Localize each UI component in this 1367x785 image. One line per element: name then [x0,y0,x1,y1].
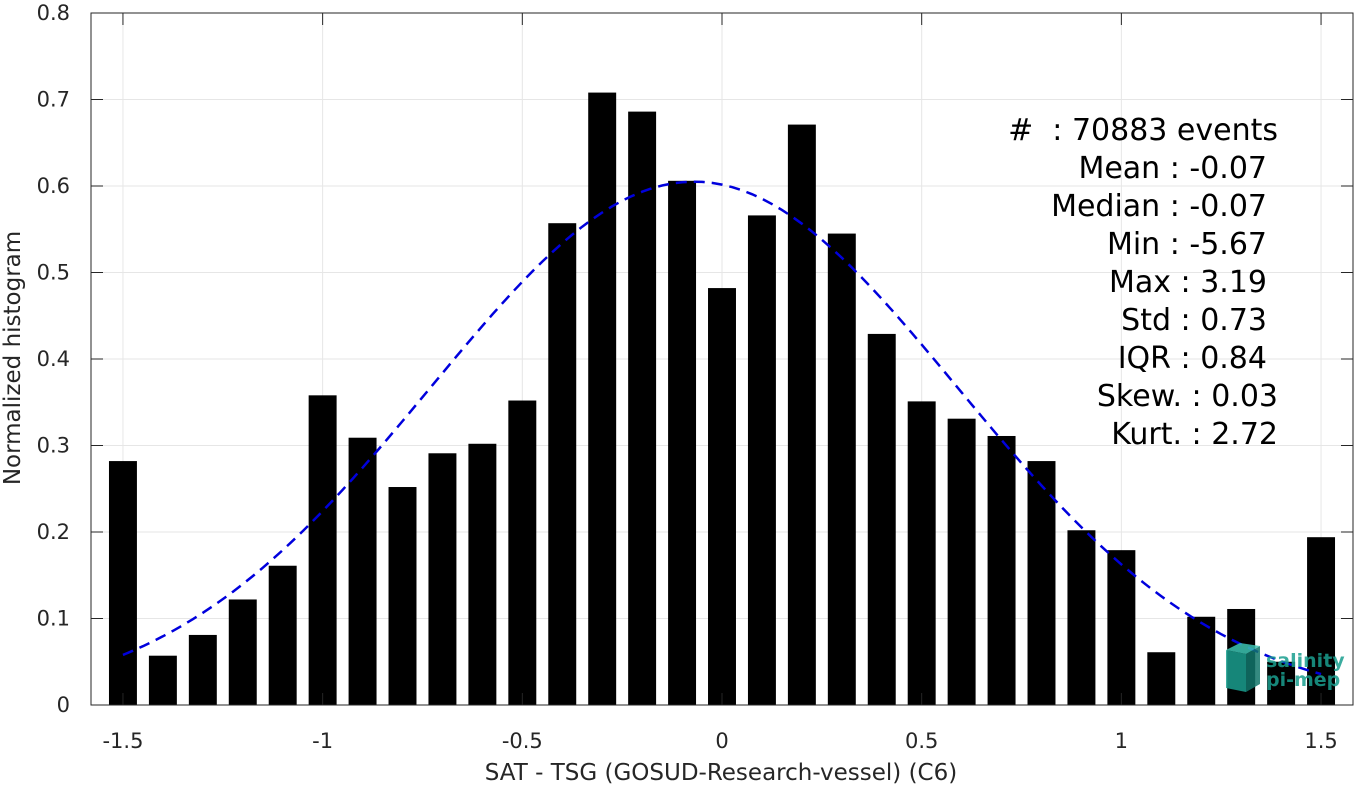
x-tick-label-1: -1 [312,729,333,753]
x-tick-label-6: 1.5 [1304,729,1337,753]
y-tick-label-8: 0.8 [37,1,70,25]
stat-skew: Skew. : 0.03 [1097,379,1278,414]
bar-16 [747,215,776,705]
bar-22 [987,435,1016,705]
bar-5 [308,395,337,705]
y-tick-label-7: 0.7 [37,88,70,112]
logo-cube-icon [1226,643,1260,692]
stat-median: Median : -0.07 [1051,189,1267,224]
y-tick-label-4: 0.4 [37,347,70,371]
stat-min: Min : -5.67 [1107,227,1267,262]
bar-27 [1187,616,1216,705]
stat-std: Std : 0.73 [1121,303,1267,338]
x-axis-title: SAT - TSG (GOSUD-Research-vessel) (C6) [485,760,957,785]
x-tick-label-2: -0.5 [502,729,543,753]
bar-11 [548,223,577,705]
y-tick-labels: 0 0.1 0.2 0.3 0.4 0.5 0.6 0.7 0.8 [37,1,70,717]
axis-ticks [91,12,1353,706]
x-tick-label-0: -1.5 [102,729,143,753]
x-tick-label-5: 1 [1115,729,1128,753]
logo-text-salinity: salinity [1266,650,1345,672]
bar-10 [508,400,537,705]
bar-4 [268,565,297,705]
x-tick-label-3: 0 [715,729,728,753]
bar-25 [1107,550,1136,705]
bar-8 [428,453,457,705]
y-tick-label-1: 0.1 [37,607,70,631]
y-tick-label-0: 0 [57,693,70,717]
y-tick-label-3: 0.3 [37,434,70,458]
bar-24 [1067,530,1096,705]
salinity-pi-mep-logo: salinity pi-mep [1226,643,1345,692]
stat-mean: Mean : -0.07 [1078,151,1267,186]
bar-18 [827,233,856,705]
bar-2 [188,634,217,705]
bar-20 [907,401,936,705]
bar-21 [947,418,976,705]
bars [108,92,1336,706]
y-tick-label-2: 0.2 [37,520,70,544]
bar-23 [1027,461,1056,705]
bar-12 [588,92,617,705]
stat-iqr: IQR : 0.84 [1118,341,1267,376]
normal-fit-curve [122,180,1322,676]
y-tick-label-6: 0.6 [37,174,70,198]
bar-26 [1147,652,1176,705]
y-axis-title: Normalized histogram [0,231,26,485]
bar-3 [228,599,257,705]
stat-kurt: Kurt. : 2.72 [1111,417,1278,452]
stat-events: # : 70883 events [1008,113,1278,148]
stat-max: Max : 3.19 [1109,265,1267,300]
y-tick-label-5: 0.5 [37,261,70,285]
bar-30 [1307,537,1336,705]
x-tick-labels: -1.5 -1 -0.5 0 0.5 1 1.5 [102,729,1337,753]
bar-29 [1267,661,1296,705]
bar-15 [708,288,736,705]
bar-13 [628,111,657,706]
stats-box: # : 70883 events Mean : -0.07 Median : -… [1008,113,1278,452]
bar-6 [348,437,377,705]
x-tick-label-4: 0.5 [905,729,938,753]
bar-17 [787,124,816,705]
bar-0 [108,461,137,705]
bar-1 [148,655,177,705]
bar-14 [668,180,697,705]
logo-text-pi-mep: pi-mep [1266,669,1340,691]
bar-19 [867,333,896,705]
bar-9 [468,443,497,705]
bar-7 [388,487,417,705]
